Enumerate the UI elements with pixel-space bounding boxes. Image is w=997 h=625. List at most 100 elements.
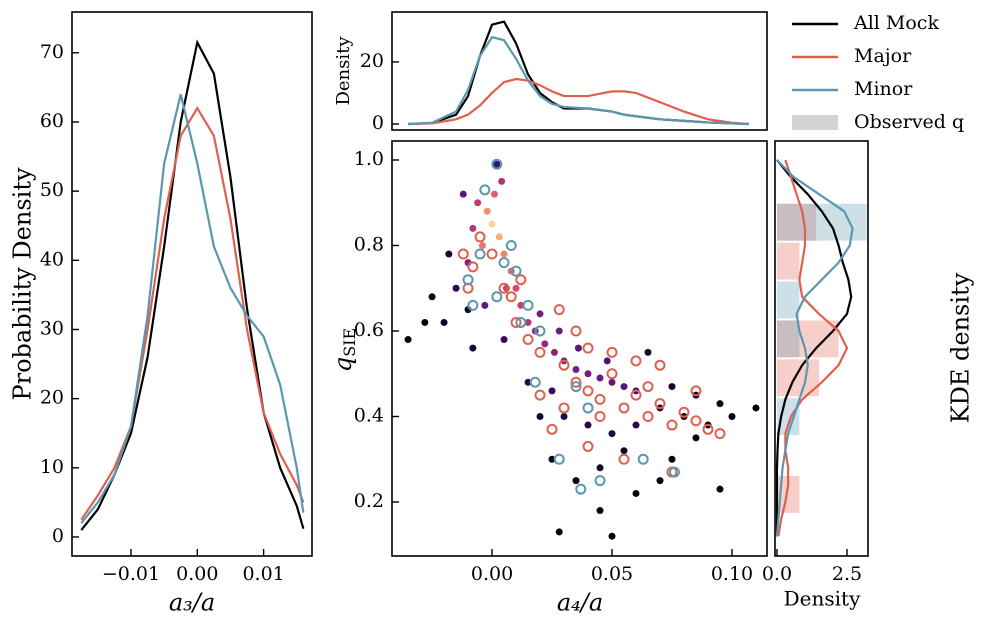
point — [522, 299, 534, 311]
hist-bar — [776, 281, 800, 319]
y-tick-label: 0.6 — [354, 319, 384, 341]
y-tick-label: 60 — [40, 110, 64, 132]
point — [608, 430, 616, 438]
point — [546, 423, 558, 435]
point — [582, 440, 594, 452]
y-tick-label: 40 — [40, 248, 64, 270]
point — [459, 190, 467, 198]
point — [536, 412, 544, 420]
y-tick-label: 0.2 — [354, 490, 384, 512]
point — [594, 475, 606, 487]
point — [524, 318, 532, 326]
x-tick-label: 0.01 — [242, 563, 284, 585]
point — [524, 378, 532, 386]
point — [603, 357, 611, 365]
point — [512, 284, 520, 292]
point — [486, 248, 498, 260]
hist-bar — [776, 203, 867, 241]
point — [574, 344, 582, 352]
point — [752, 404, 760, 412]
point — [666, 419, 678, 431]
point — [570, 376, 582, 388]
point — [498, 282, 510, 294]
y-tick-label: 30 — [40, 317, 64, 339]
colorbar-label: KDE density — [947, 272, 975, 423]
point — [620, 383, 628, 391]
point — [553, 453, 565, 465]
point — [630, 355, 642, 367]
point — [457, 248, 469, 260]
point — [632, 421, 640, 429]
x-tick-label: 0.00 — [471, 563, 513, 585]
y-tick-label: 0.4 — [354, 404, 384, 426]
y-tick-label: 0 — [52, 525, 64, 547]
point — [644, 348, 652, 356]
point — [572, 477, 580, 485]
legend-patch — [792, 115, 838, 130]
point — [467, 299, 479, 311]
x-tick-label: 0.05 — [591, 563, 633, 585]
point — [440, 318, 448, 326]
hist-bar — [776, 476, 800, 513]
y-tick-label: 20 — [40, 387, 64, 409]
legend-label: Major — [854, 45, 912, 67]
y-axis-label-sub: SIE — [340, 328, 359, 357]
point — [428, 293, 436, 301]
y-tick-label: 1.0 — [354, 148, 384, 170]
line — [408, 35, 749, 126]
point — [498, 177, 506, 185]
line — [80, 106, 305, 521]
point — [500, 250, 508, 258]
y-axis-label: Probability Density — [9, 167, 37, 401]
point — [474, 248, 486, 260]
point — [596, 507, 604, 515]
point — [690, 385, 702, 397]
point — [642, 381, 654, 393]
point — [584, 421, 592, 429]
point — [620, 447, 628, 455]
colorbar-tick-label: 60 — [899, 329, 923, 351]
x-axis-label: Density — [784, 587, 861, 611]
point — [702, 423, 714, 435]
y-tick-label: 20 — [360, 50, 384, 72]
point — [668, 455, 676, 463]
legend-label: All Mock — [853, 12, 939, 34]
hist-bar — [776, 320, 839, 358]
point — [594, 410, 606, 422]
y-tick-label: 0 — [372, 112, 384, 134]
point — [584, 370, 592, 378]
point — [534, 325, 546, 337]
point — [608, 532, 616, 540]
point — [478, 241, 486, 249]
point — [582, 385, 594, 397]
y-axis-label: Density — [333, 36, 354, 106]
point — [728, 412, 736, 420]
point — [505, 291, 517, 303]
hist-bar — [776, 242, 800, 280]
point — [570, 381, 582, 393]
point — [714, 428, 726, 440]
point — [452, 284, 460, 292]
y-tick-label: 70 — [40, 41, 64, 63]
point — [570, 325, 582, 337]
line — [775, 159, 854, 537]
point — [553, 304, 565, 316]
axes-frame — [71, 11, 313, 557]
point — [467, 261, 479, 273]
point — [642, 410, 654, 422]
colorbar-tick-label: 80 — [899, 256, 923, 278]
point — [678, 406, 690, 418]
x-tick-label: −0.01 — [102, 563, 160, 585]
x-tick-label: 0.10 — [711, 563, 753, 585]
point — [445, 250, 453, 258]
point — [495, 233, 503, 241]
axes-frame — [774, 140, 869, 557]
y-tick-label: 0.8 — [354, 233, 384, 255]
point — [490, 190, 498, 198]
line — [80, 94, 305, 524]
point — [606, 368, 618, 380]
point — [491, 158, 503, 170]
point — [668, 383, 676, 391]
point — [555, 528, 563, 536]
